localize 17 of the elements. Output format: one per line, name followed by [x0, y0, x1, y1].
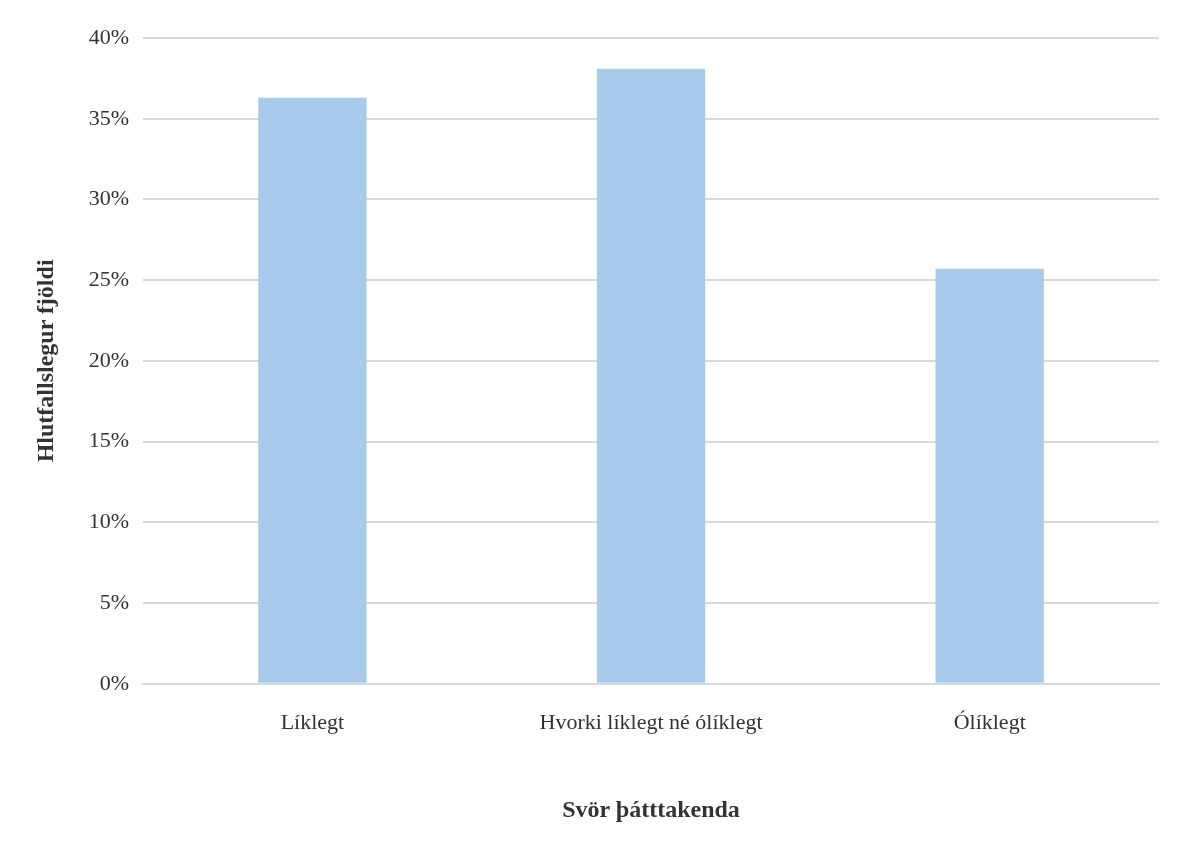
y-tick-label: 5% — [99, 588, 130, 614]
y-tick-label: 15% — [88, 427, 130, 453]
x-tick-label: Ólíklegt — [953, 708, 1026, 734]
x-tick-label: Hvorki líklegt né ólíklegt — [539, 708, 763, 734]
y-tick-label: 20% — [88, 346, 130, 372]
y-tick-label: 35% — [88, 104, 130, 130]
y-tick-label: 30% — [88, 185, 130, 211]
y-tick-label: 25% — [88, 265, 130, 291]
x-axis-title: Svör þátttakenda — [562, 795, 740, 822]
y-tick-label: 40% — [88, 23, 130, 49]
x-tick-label: Líklegt — [280, 708, 345, 734]
y-tick-label: 0% — [99, 669, 130, 695]
bar — [596, 68, 706, 683]
bar — [258, 97, 367, 683]
y-axis-title: Hlutfallslegur fjöldi — [31, 259, 58, 463]
bar — [935, 268, 1044, 683]
y-tick-label: 10% — [88, 508, 130, 534]
